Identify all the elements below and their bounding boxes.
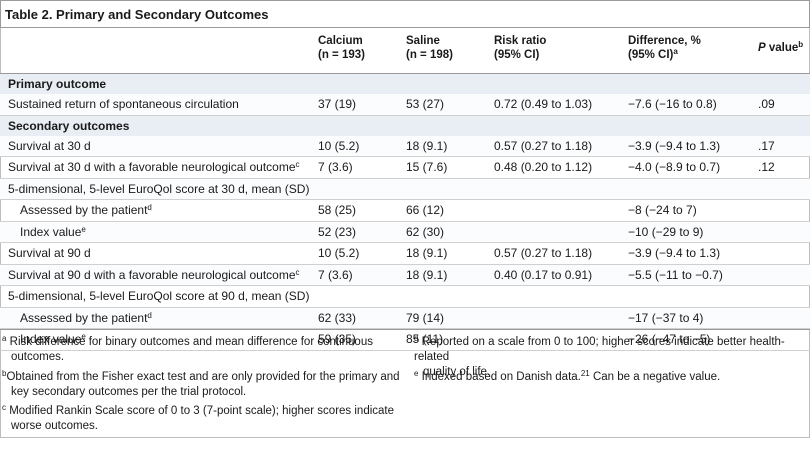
cell-saline — [398, 285, 486, 308]
cell-p — [750, 307, 810, 329]
cell-risk — [486, 307, 620, 329]
cell-calcium: 37 (19) — [310, 94, 398, 116]
cell-saline: 62 (30) — [398, 221, 486, 243]
cell-diff: −17 (−37 to 4) — [620, 307, 750, 329]
cell-saline: 18 (9.1) — [398, 264, 486, 286]
footnote-c: c Modified Rankin Scale score of 0 to 3 … — [2, 403, 395, 433]
cell-label: Assessed by the patientd — [0, 307, 310, 329]
cell-p — [750, 178, 810, 200]
footnote-a: a Risk difference for binary outcomes an… — [2, 334, 373, 364]
cell-risk: 0.57 (0.27 to 1.18) — [486, 242, 620, 265]
header-p-value: P valueb — [750, 28, 810, 74]
cell-label: Index valuee — [0, 221, 310, 243]
cell-p — [750, 264, 810, 286]
footnote-e: e Indexed based on Danish data.21 Can be… — [414, 369, 721, 384]
cell-saline — [398, 178, 486, 200]
section-row: Primary outcome — [0, 73, 810, 94]
cell-label: 5-dimensional, 5-level EuroQol score at … — [0, 178, 310, 200]
table-row: Assessed by the patientd 58 (25) 66 (12) −8… — [0, 199, 810, 222]
cell-p — [750, 242, 810, 265]
cell-saline: 85 (11) — [398, 328, 486, 351]
cell-p — [750, 328, 810, 351]
outcomes-table: Calcium (n = 193) Saline (n = 198) Risk ra… — [0, 28, 810, 351]
cell-label: Survival at 30 d — [0, 135, 310, 157]
table-row: 5-dimensional, 5-level EuroQol score at … — [0, 178, 810, 200]
cell-label: Index valuee — [0, 328, 310, 351]
table-row: Index valuee 59 (35) 85 (11) −26 (−47 to −5… — [0, 328, 810, 351]
table-bottom-rule — [0, 329, 810, 330]
cell-saline: 15 (7.6) — [398, 156, 486, 179]
footnote-b: bObtained from the Fisher exact test and… — [2, 369, 400, 399]
cell-diff — [620, 285, 750, 308]
cell-p: .09 — [750, 94, 810, 116]
table-row: Sustained return of spontaneous circulat… — [0, 94, 810, 116]
cell-diff: −3.9 (−9.4 to 1.3) — [620, 242, 750, 265]
cell-label: Sustained return of spontaneous circulat… — [0, 94, 310, 116]
cell-saline: 79 (14) — [398, 307, 486, 329]
table-row: Index valuee 52 (23) 62 (30) −10 (−29 to 9) — [0, 221, 810, 243]
header-difference: Difference, % (95% CI)a — [620, 28, 750, 74]
table-row: Assessed by the patientd 62 (33) 79 (14) −1… — [0, 307, 810, 329]
table-title: Table 2. Primary and Secondary Outcomes — [0, 0, 810, 28]
cell-risk — [486, 328, 620, 351]
cell-diff: −26 (−47 to −5) — [620, 328, 750, 351]
cell-calcium — [310, 178, 398, 200]
section-row: Secondary outcomes — [0, 115, 810, 136]
cell-p: .17 — [750, 135, 810, 157]
cell-label: Survival at 90 d — [0, 242, 310, 265]
cell-risk: 0.57 (0.27 to 1.18) — [486, 135, 620, 157]
cell-calcium: 7 (3.6) — [310, 156, 398, 179]
cell-calcium: 58 (25) — [310, 199, 398, 222]
cell-risk — [486, 178, 620, 200]
cell-risk: 0.40 (0.17 to 0.91) — [486, 264, 620, 286]
section-label: Primary outcome — [0, 73, 810, 94]
cell-diff: −8 (−24 to 7) — [620, 199, 750, 222]
table-row: Survival at 30 d with a favorable neurol… — [0, 156, 810, 179]
cell-risk — [486, 285, 620, 308]
cell-saline: 18 (9.1) — [398, 135, 486, 157]
header-calcium: Calcium (n = 193) — [310, 28, 398, 74]
table-row: Survival at 90 d with a favorable neurol… — [0, 264, 810, 286]
header-outcome — [0, 28, 310, 74]
cell-diff: −4.0 (−8.9 to 0.7) — [620, 156, 750, 179]
cell-diff: −10 (−29 to 9) — [620, 221, 750, 243]
header-row: Calcium (n = 193) Saline (n = 198) Risk ra… — [0, 28, 810, 74]
cell-diff: −7.6 (−16 to 0.8) — [620, 94, 750, 116]
cell-saline: 66 (12) — [398, 199, 486, 222]
cell-saline: 53 (27) — [398, 94, 486, 116]
table-body: Primary outcome Sustained return of spont… — [0, 73, 810, 351]
cell-diff: −3.9 (−9.4 to 1.3) — [620, 135, 750, 157]
cell-risk — [486, 199, 620, 222]
cell-calcium: 7 (3.6) — [310, 264, 398, 286]
header-risk-ratio: Risk ratio (95% CI) — [486, 28, 620, 74]
cell-p — [750, 221, 810, 243]
cell-risk: 0.48 (0.20 to 1.12) — [486, 156, 620, 179]
cell-risk — [486, 221, 620, 243]
cell-calcium: 59 (35) — [310, 328, 398, 351]
table-row: 5-dimensional, 5-level EuroQol score at … — [0, 285, 810, 308]
table-row: Survival at 90 d 10 (5.2) 18 (9.1) 0.57 (0.… — [0, 242, 810, 265]
cell-calcium: 10 (5.2) — [310, 135, 398, 157]
cell-saline: 18 (9.1) — [398, 242, 486, 265]
table-row: Survival at 30 d 10 (5.2) 18 (9.1) 0.57 (0.… — [0, 135, 810, 157]
cell-calcium: 62 (33) — [310, 307, 398, 329]
cell-label: 5-dimensional, 5-level EuroQol score at … — [0, 285, 310, 308]
cell-p: .12 — [750, 156, 810, 179]
cell-p — [750, 199, 810, 222]
cell-label: Survival at 90 d with a favorable neurol… — [0, 264, 310, 286]
cell-label: Survival at 30 d with a favorable neurol… — [0, 156, 310, 179]
cell-risk: 0.72 (0.49 to 1.03) — [486, 94, 620, 116]
cell-diff: −5.5 (−11 to −0.7) — [620, 264, 750, 286]
header-saline: Saline (n = 198) — [398, 28, 486, 74]
cell-calcium: 10 (5.2) — [310, 242, 398, 265]
cell-calcium — [310, 285, 398, 308]
section-label: Secondary outcomes — [0, 115, 810, 136]
cell-p — [750, 285, 810, 308]
cell-label: Assessed by the patientd — [0, 199, 310, 222]
footnote-d: d Reported on a scale from 0 to 100; hig… — [414, 334, 785, 379]
cell-calcium: 52 (23) — [310, 221, 398, 243]
cell-diff — [620, 178, 750, 200]
